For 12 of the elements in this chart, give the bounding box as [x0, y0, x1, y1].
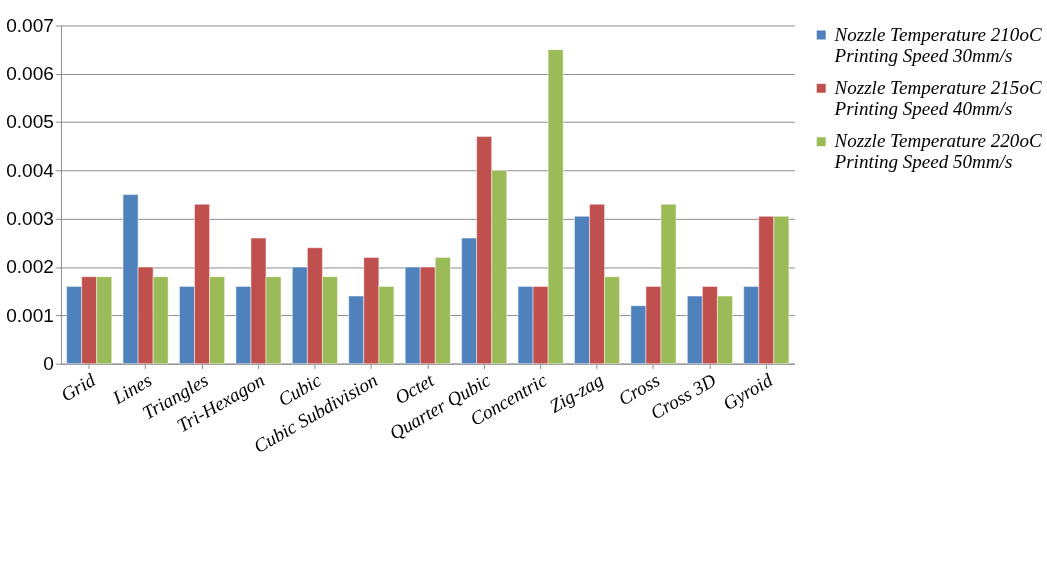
y-tick-label: 0.003 [6, 207, 54, 229]
y-tick-label: 0.004 [6, 159, 55, 181]
legend-label: Nozzle Temperature 210oC Printing Speed 30mm/s [833, 23, 1042, 66]
x-tick-label: Grid [57, 369, 100, 406]
y-tick-label: 0.001 [6, 304, 54, 326]
legend-label: Nozzle Temperature 215oC Printing Speed 40mm/s [833, 77, 1042, 120]
legend-label: Nozzle Temperature 220oC Printing Speed 50mm/s [833, 130, 1042, 173]
y-tick-label: 0.007 [6, 14, 54, 36]
y-tick-label: 0.002 [6, 256, 54, 278]
y-tick-label: 0.006 [6, 62, 54, 84]
y-tick-label: 0.005 [6, 111, 54, 133]
y-tick-label: 0 [43, 352, 54, 374]
